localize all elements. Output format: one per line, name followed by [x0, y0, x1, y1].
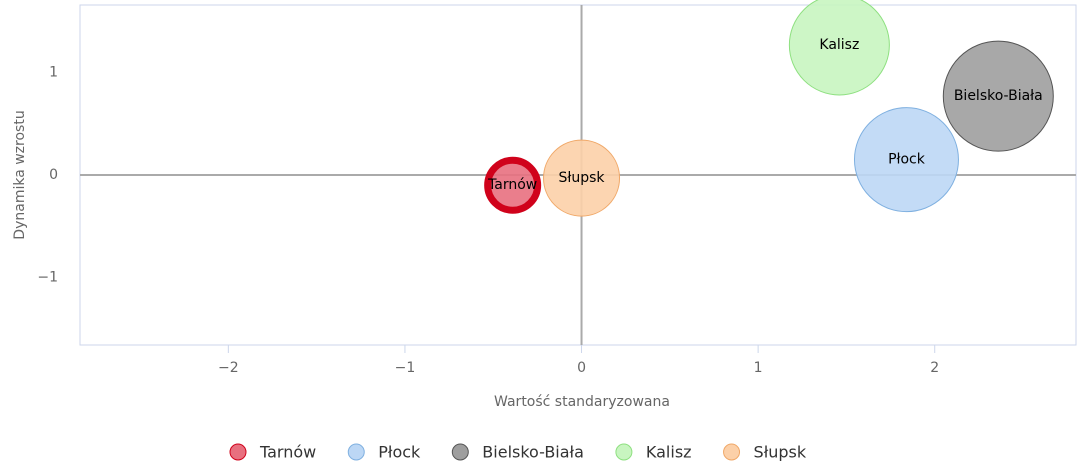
- x-tick-label: 1: [754, 360, 763, 376]
- legend-marker: [451, 443, 469, 461]
- legend-label: Płock: [378, 443, 421, 462]
- legend-marker: [615, 443, 633, 461]
- legend-label: Kalisz: [646, 443, 692, 462]
- x-tick-label: 2: [930, 360, 939, 376]
- x-tick-label: −1: [395, 360, 416, 376]
- legend-label: Bielsko-Biała: [482, 443, 584, 462]
- legend-label: Tarnów: [259, 443, 316, 462]
- data-label: Płock: [888, 152, 926, 168]
- legend-marker: [723, 443, 741, 461]
- bubble: [788, 0, 890, 96]
- legend-label: Słupsk: [754, 443, 807, 462]
- bubble: [543, 139, 621, 217]
- x-tick-label: 0: [577, 360, 586, 376]
- legend-marker: [229, 443, 247, 461]
- y-tick-label: 0: [49, 167, 58, 183]
- y-tick-label: −1: [37, 269, 58, 285]
- x-axis-title: Wartość standaryzowana: [494, 394, 670, 410]
- y-tick-label: 1: [49, 65, 58, 81]
- data-label: Kalisz: [819, 37, 859, 53]
- x-tick-label: −2: [218, 360, 239, 376]
- bubble: [853, 107, 959, 213]
- bubble: [942, 40, 1054, 152]
- data-label: Słupsk: [559, 170, 606, 186]
- data-label: Bielsko-Biała: [954, 88, 1043, 104]
- y-axis-title: Dynamika wzrostu: [12, 110, 28, 239]
- legend-marker: [347, 443, 365, 461]
- bubble: [484, 156, 542, 214]
- data-label: Tarnów: [487, 177, 537, 193]
